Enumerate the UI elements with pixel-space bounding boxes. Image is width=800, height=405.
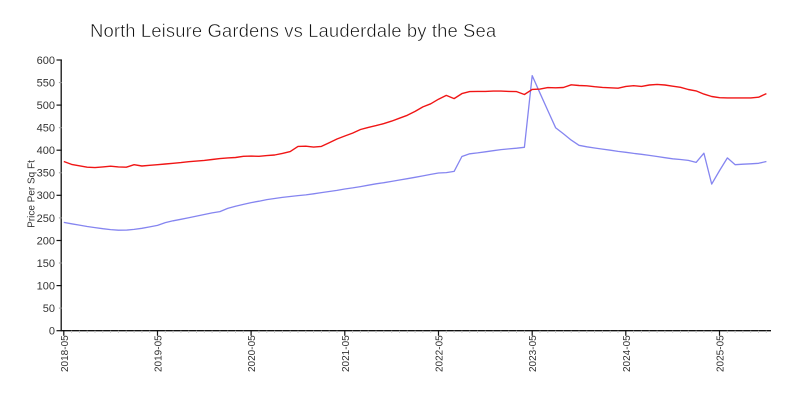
svg-text:2024-05: 2024-05: [622, 335, 633, 372]
svg-text:250: 250: [37, 213, 55, 225]
svg-text:450: 450: [37, 123, 55, 135]
svg-text:300: 300: [37, 190, 55, 202]
svg-text:2021-05: 2021-05: [341, 335, 352, 372]
svg-text:500: 500: [37, 100, 55, 112]
svg-text:2022-05: 2022-05: [435, 335, 446, 372]
svg-text:2023-05: 2023-05: [528, 335, 539, 372]
svg-text:600: 600: [37, 55, 55, 67]
svg-text:150: 150: [37, 258, 55, 270]
svg-text:0: 0: [49, 326, 55, 338]
svg-text:2025-05: 2025-05: [716, 335, 727, 372]
svg-text:100: 100: [37, 281, 55, 293]
svg-text:Price Per Sq Ft: Price Per Sq Ft: [26, 160, 37, 228]
svg-text:350: 350: [37, 168, 55, 180]
svg-text:50: 50: [43, 303, 55, 315]
svg-text:2020-05: 2020-05: [247, 335, 258, 372]
svg-text:550: 550: [37, 78, 55, 90]
svg-text:2018-05: 2018-05: [60, 335, 71, 372]
svg-text:2019-05: 2019-05: [154, 335, 165, 372]
svg-text:200: 200: [37, 235, 55, 247]
svg-text:North Leisure Gardens vs Laude: North Leisure Gardens vs Lauderdale by t…: [90, 20, 497, 41]
svg-text:400: 400: [37, 145, 55, 157]
